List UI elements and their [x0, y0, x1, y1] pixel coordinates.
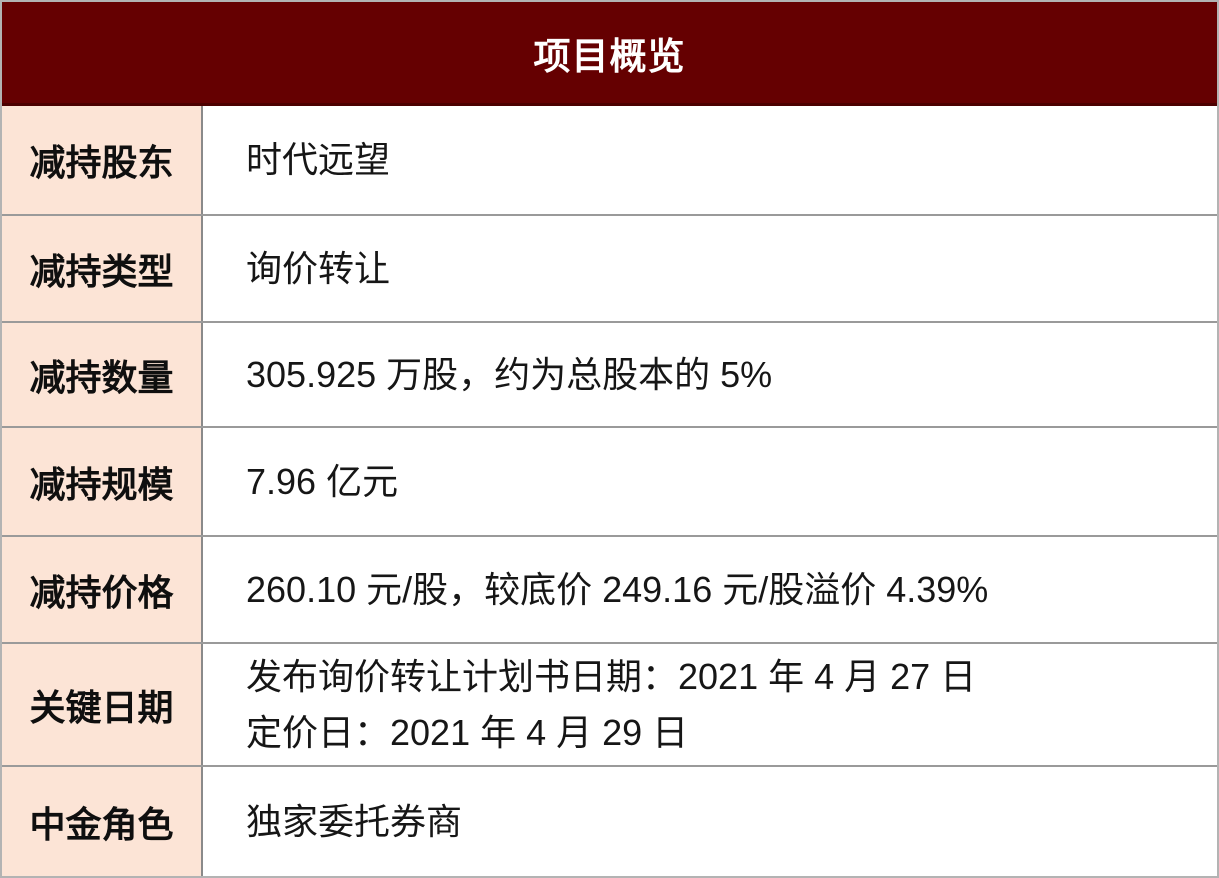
table-row-cicc-role: 中金角色 独家委托券商 — [2, 765, 1217, 876]
value-line: 时代远望 — [246, 139, 391, 181]
row-label: 减持类型 — [2, 216, 203, 321]
table-row-scale: 减持规模 7.96 亿元 — [2, 426, 1217, 535]
value-line: 询价转让 — [246, 247, 391, 289]
row-label: 减持股东 — [2, 106, 203, 214]
row-label: 减持数量 — [2, 323, 203, 426]
value-line: 发布询价转让计划书日期：2021 年 4 月 27 日 — [246, 655, 977, 697]
row-value: 260.10 元/股，较底价 249.16 元/股溢价 4.39% — [203, 537, 1217, 642]
value-line: 7.96 亿元 — [246, 460, 399, 502]
table-row-price: 减持价格 260.10 元/股，较底价 249.16 元/股溢价 4.39% — [2, 535, 1217, 642]
row-label: 减持规模 — [2, 428, 203, 535]
table-row-quantity: 减持数量 305.925 万股，约为总股本的 5% — [2, 321, 1217, 426]
table-row-shareholder: 减持股东 时代远望 — [2, 106, 1217, 214]
row-label: 关键日期 — [2, 644, 203, 765]
table-title: 项目概览 — [533, 35, 686, 77]
value-line: 独家委托券商 — [246, 800, 463, 842]
value-line: 定价日：2021 年 4 月 29 日 — [246, 711, 689, 753]
table-title-bar: 项目概览 — [2, 2, 1217, 106]
table-row-type: 减持类型 询价转让 — [2, 214, 1217, 321]
row-value: 独家委托券商 — [203, 767, 1217, 876]
row-value: 发布询价转让计划书日期：2021 年 4 月 27 日 定价日：2021 年 4… — [203, 644, 1217, 765]
value-line: 305.925 万股，约为总股本的 5% — [246, 353, 773, 395]
row-value: 时代远望 — [203, 106, 1217, 214]
row-value: 7.96 亿元 — [203, 428, 1217, 535]
table-row-key-dates: 关键日期 发布询价转让计划书日期：2021 年 4 月 27 日 定价日：202… — [2, 642, 1217, 765]
row-label: 减持价格 — [2, 537, 203, 642]
row-label: 中金角色 — [2, 767, 203, 876]
row-value: 询价转让 — [203, 216, 1217, 321]
value-line: 260.10 元/股，较底价 249.16 元/股溢价 4.39% — [246, 568, 989, 610]
row-value: 305.925 万股，约为总股本的 5% — [203, 323, 1217, 426]
